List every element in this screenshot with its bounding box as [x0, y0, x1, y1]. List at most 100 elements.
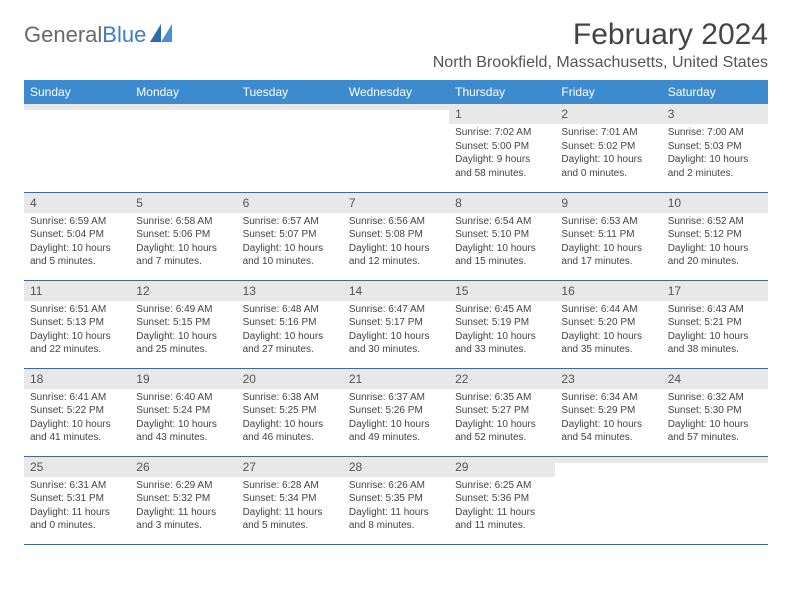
day-detail-line: and 15 minutes.	[455, 255, 549, 269]
calendar-table: SundayMondayTuesdayWednesdayThursdayFrid…	[24, 80, 768, 545]
day-details: Sunrise: 6:31 AMSunset: 5:31 PMDaylight:…	[24, 477, 130, 539]
day-detail-line: and 57 minutes.	[668, 431, 762, 445]
calendar-day-cell: 4Sunrise: 6:59 AMSunset: 5:04 PMDaylight…	[24, 192, 130, 280]
day-detail-line: Sunset: 5:24 PM	[136, 404, 230, 418]
day-number: 18	[24, 369, 130, 389]
day-number: 3	[662, 104, 768, 124]
calendar-week-row: 11Sunrise: 6:51 AMSunset: 5:13 PMDayligh…	[24, 280, 768, 368]
day-detail-line: and 2 minutes.	[668, 167, 762, 181]
day-detail-line: Daylight: 10 hours	[668, 330, 762, 344]
day-detail-line: Sunrise: 6:57 AM	[243, 215, 337, 229]
day-detail-line: Sunset: 5:20 PM	[561, 316, 655, 330]
day-detail-line: Daylight: 10 hours	[561, 330, 655, 344]
weekday-header: Thursday	[449, 80, 555, 104]
calendar-day-cell: 28Sunrise: 6:26 AMSunset: 5:35 PMDayligh…	[343, 456, 449, 544]
day-detail-line: Sunrise: 6:37 AM	[349, 391, 443, 405]
day-detail-line: and 20 minutes.	[668, 255, 762, 269]
location-text: North Brookfield, Massachusetts, United …	[433, 54, 768, 72]
weekday-header: Sunday	[24, 80, 130, 104]
day-details: Sunrise: 6:51 AMSunset: 5:13 PMDaylight:…	[24, 301, 130, 363]
day-detail-line: Daylight: 10 hours	[668, 242, 762, 256]
day-details: Sunrise: 7:01 AMSunset: 5:02 PMDaylight:…	[555, 124, 661, 186]
day-number: 10	[662, 193, 768, 213]
day-number: 15	[449, 281, 555, 301]
calendar-day-cell: 8Sunrise: 6:54 AMSunset: 5:10 PMDaylight…	[449, 192, 555, 280]
day-detail-line: Sunset: 5:17 PM	[349, 316, 443, 330]
calendar-day-cell: 13Sunrise: 6:48 AMSunset: 5:16 PMDayligh…	[237, 280, 343, 368]
calendar-day-cell: 15Sunrise: 6:45 AMSunset: 5:19 PMDayligh…	[449, 280, 555, 368]
day-details: Sunrise: 6:26 AMSunset: 5:35 PMDaylight:…	[343, 477, 449, 539]
day-number: 16	[555, 281, 661, 301]
weekday-header: Tuesday	[237, 80, 343, 104]
day-detail-line: and 27 minutes.	[243, 343, 337, 357]
day-details: Sunrise: 6:54 AMSunset: 5:10 PMDaylight:…	[449, 213, 555, 275]
day-number: 21	[343, 369, 449, 389]
day-number: 27	[237, 457, 343, 477]
weekday-header: Friday	[555, 80, 661, 104]
calendar-header-row: SundayMondayTuesdayWednesdayThursdayFrid…	[24, 80, 768, 104]
day-detail-line: Sunrise: 6:43 AM	[668, 303, 762, 317]
calendar-day-cell: 29Sunrise: 6:25 AMSunset: 5:36 PMDayligh…	[449, 456, 555, 544]
calendar-day-cell: 1Sunrise: 7:02 AMSunset: 5:00 PMDaylight…	[449, 104, 555, 192]
calendar-day-cell: 18Sunrise: 6:41 AMSunset: 5:22 PMDayligh…	[24, 368, 130, 456]
day-number: 12	[130, 281, 236, 301]
day-detail-line: and 5 minutes.	[243, 519, 337, 533]
day-detail-line: and 5 minutes.	[30, 255, 124, 269]
day-detail-line: and 52 minutes.	[455, 431, 549, 445]
day-detail-line: Sunrise: 6:54 AM	[455, 215, 549, 229]
day-detail-line: Daylight: 10 hours	[668, 153, 762, 167]
day-number: 26	[130, 457, 236, 477]
day-detail-line: Daylight: 10 hours	[30, 242, 124, 256]
calendar-day-cell: 19Sunrise: 6:40 AMSunset: 5:24 PMDayligh…	[130, 368, 236, 456]
day-number: 6	[237, 193, 343, 213]
day-detail-line: and 41 minutes.	[30, 431, 124, 445]
calendar-day-cell: 6Sunrise: 6:57 AMSunset: 5:07 PMDaylight…	[237, 192, 343, 280]
day-number: 17	[662, 281, 768, 301]
day-number: 7	[343, 193, 449, 213]
day-details: Sunrise: 6:58 AMSunset: 5:06 PMDaylight:…	[130, 213, 236, 275]
day-detail-line: Sunset: 5:19 PM	[455, 316, 549, 330]
calendar-week-row: 25Sunrise: 6:31 AMSunset: 5:31 PMDayligh…	[24, 456, 768, 544]
calendar-day-cell: 12Sunrise: 6:49 AMSunset: 5:15 PMDayligh…	[130, 280, 236, 368]
calendar-day-cell: 22Sunrise: 6:35 AMSunset: 5:27 PMDayligh…	[449, 368, 555, 456]
calendar-day-cell: 7Sunrise: 6:56 AMSunset: 5:08 PMDaylight…	[343, 192, 449, 280]
day-detail-line: Sunrise: 6:45 AM	[455, 303, 549, 317]
day-detail-line: Sunset: 5:16 PM	[243, 316, 337, 330]
day-details: Sunrise: 6:45 AMSunset: 5:19 PMDaylight:…	[449, 301, 555, 363]
day-detail-line: and 33 minutes.	[455, 343, 549, 357]
day-number: 2	[555, 104, 661, 124]
calendar-day-cell: 17Sunrise: 6:43 AMSunset: 5:21 PMDayligh…	[662, 280, 768, 368]
day-detail-line: Daylight: 11 hours	[455, 506, 549, 520]
day-detail-line: Sunrise: 7:02 AM	[455, 126, 549, 140]
day-detail-line: Daylight: 11 hours	[349, 506, 443, 520]
day-details: Sunrise: 6:49 AMSunset: 5:15 PMDaylight:…	[130, 301, 236, 363]
day-detail-line: Sunset: 5:36 PM	[455, 492, 549, 506]
day-detail-line: Sunrise: 6:51 AM	[30, 303, 124, 317]
day-number: 9	[555, 193, 661, 213]
day-detail-line: Daylight: 10 hours	[136, 330, 230, 344]
day-details: Sunrise: 7:00 AMSunset: 5:03 PMDaylight:…	[662, 124, 768, 186]
day-details: Sunrise: 6:57 AMSunset: 5:07 PMDaylight:…	[237, 213, 343, 275]
calendar-week-row: 18Sunrise: 6:41 AMSunset: 5:22 PMDayligh…	[24, 368, 768, 456]
day-detail-line: Sunset: 5:27 PM	[455, 404, 549, 418]
calendar-day-cell	[555, 456, 661, 544]
day-detail-line: Daylight: 11 hours	[243, 506, 337, 520]
day-detail-line: Sunset: 5:04 PM	[30, 228, 124, 242]
calendar-week-row: 4Sunrise: 6:59 AMSunset: 5:04 PMDaylight…	[24, 192, 768, 280]
day-detail-line: Daylight: 10 hours	[455, 330, 549, 344]
day-detail-line: Daylight: 10 hours	[30, 330, 124, 344]
day-detail-line: Sunset: 5:07 PM	[243, 228, 337, 242]
day-detail-line: Daylight: 11 hours	[30, 506, 124, 520]
calendar-day-cell: 26Sunrise: 6:29 AMSunset: 5:32 PMDayligh…	[130, 456, 236, 544]
day-number: 20	[237, 369, 343, 389]
day-detail-line: Sunrise: 6:56 AM	[349, 215, 443, 229]
calendar-day-cell: 21Sunrise: 6:37 AMSunset: 5:26 PMDayligh…	[343, 368, 449, 456]
day-detail-line: and 54 minutes.	[561, 431, 655, 445]
calendar-day-cell: 23Sunrise: 6:34 AMSunset: 5:29 PMDayligh…	[555, 368, 661, 456]
day-detail-line: Daylight: 10 hours	[455, 242, 549, 256]
title-block: February 2024 North Brookfield, Massachu…	[433, 18, 768, 72]
day-detail-line: and 35 minutes.	[561, 343, 655, 357]
calendar-day-cell	[662, 456, 768, 544]
day-detail-line: Sunrise: 7:00 AM	[668, 126, 762, 140]
day-detail-line: Sunset: 5:32 PM	[136, 492, 230, 506]
